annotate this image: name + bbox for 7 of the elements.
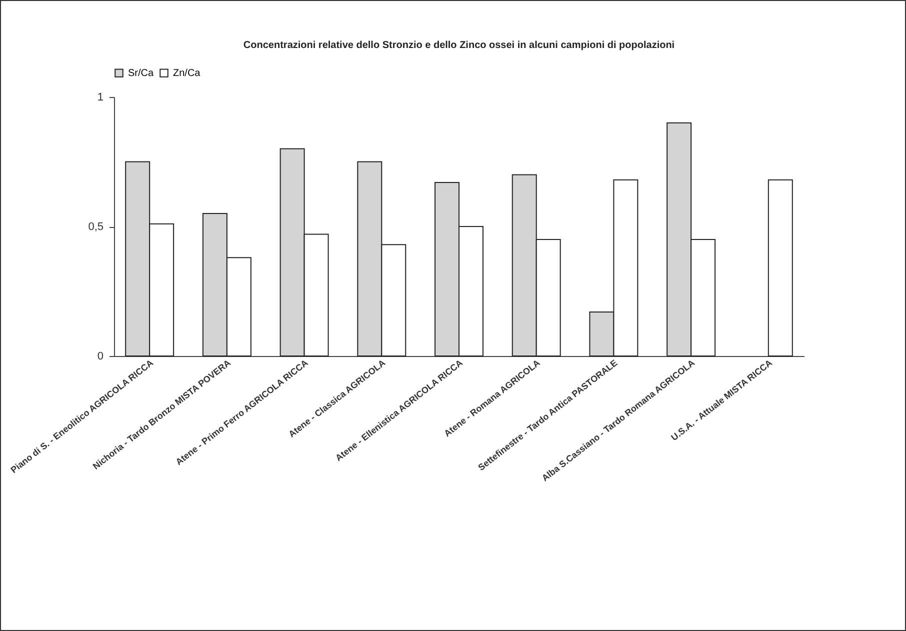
bar [768,179,793,356]
y-tick-label: 0 [97,350,104,362]
legend-label: Sr/Ca [128,68,154,80]
y-tick-label: 0,5 [88,221,104,233]
legend-label: Zn/Ca [173,68,201,80]
y-tick-label: 1 [97,92,104,104]
chart-title: Concentrazioni relative dello Stronzio e dello Zinco ossei in alcuni campioni di popolazioni [243,40,675,51]
